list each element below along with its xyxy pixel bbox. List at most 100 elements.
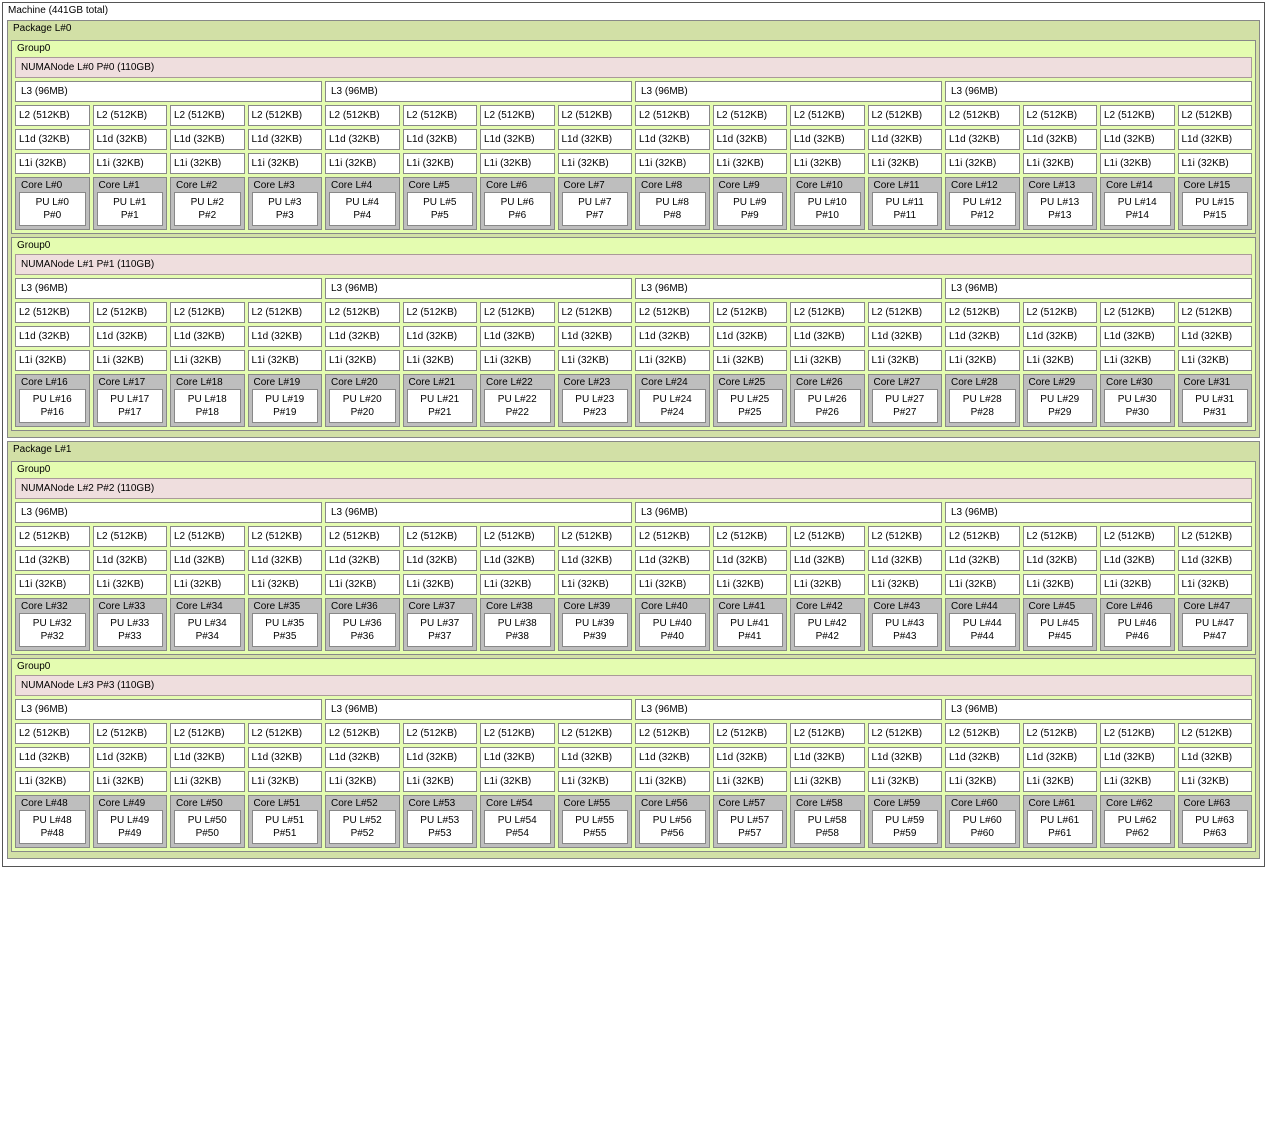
package-1-label: Package L#1 bbox=[13, 444, 71, 455]
l3-cache: L3 (96MB) bbox=[635, 81, 942, 102]
l3-cache: L3 (96MB) bbox=[325, 278, 632, 299]
pu-56: PU L#56P#56 bbox=[639, 810, 706, 844]
core-label: Core L#36 bbox=[331, 601, 378, 612]
core-row-1: Core L#16PU L#16P#16Core L#17PU L#17P#17… bbox=[15, 374, 1252, 427]
core-24: Core L#24PU L#24P#24 bbox=[635, 374, 710, 427]
core-label: Core L#55 bbox=[564, 798, 611, 809]
cache-cell: L1d (32KB) bbox=[945, 550, 1020, 571]
cache-cell: L2 (512KB) bbox=[325, 302, 400, 323]
core-43: Core L#43PU L#43P#43 bbox=[868, 598, 943, 651]
cache-cell: L1d (32KB) bbox=[1023, 129, 1098, 150]
cache-cell: L1d (32KB) bbox=[480, 129, 555, 150]
cache-cell: L2 (512KB) bbox=[1178, 526, 1253, 547]
l1d-row-2: L1d (32KB)L1d (32KB)L1d (32KB)L1d (32KB)… bbox=[15, 550, 1252, 571]
core-8: Core L#8PU L#8P#8 bbox=[635, 177, 710, 230]
core-label: Core L#11 bbox=[874, 180, 920, 191]
cache-cell: L1i (32KB) bbox=[635, 153, 710, 174]
cache-cell: L1i (32KB) bbox=[713, 574, 788, 595]
package-1: Package L#1 Group0 NUMANode L#2 P#2 (110… bbox=[7, 441, 1260, 859]
core-26: Core L#26PU L#26P#26 bbox=[790, 374, 865, 427]
cache-cell: L1i (32KB) bbox=[15, 153, 90, 174]
l2-row-2: L2 (512KB) L2 (512KB) L2 (512KB) L2 (512KB)… bbox=[15, 526, 1252, 547]
cache-cell: L2 (512KB) bbox=[325, 105, 400, 126]
core-22: Core L#22PU L#22P#22 bbox=[480, 374, 555, 427]
l3-cache: L3 (96MB) bbox=[635, 502, 942, 523]
core-39: Core L#39PU L#39P#39 bbox=[558, 598, 633, 651]
cache-cell: L1i (32KB) bbox=[1178, 574, 1253, 595]
cache-cell: L2 (512KB) bbox=[93, 526, 168, 547]
cache-cell: L1d (32KB) bbox=[170, 326, 245, 347]
cache-cell: L1d (32KB) bbox=[170, 747, 245, 768]
cache-cell: L1i (32KB) bbox=[1178, 153, 1253, 174]
core-14: Core L#14PU L#14P#14 bbox=[1100, 177, 1175, 230]
pu-5: PU L#5P#5 bbox=[407, 192, 474, 226]
core-label: Core L#46 bbox=[1106, 601, 1153, 612]
cache-cell: L1i (32KB) bbox=[15, 771, 90, 792]
cache-cell: L2 (512KB) bbox=[480, 105, 555, 126]
cache-cell: L2 (512KB) bbox=[325, 723, 400, 744]
core-label: Core L#24 bbox=[641, 377, 688, 388]
cache-cell: L1d (32KB) bbox=[868, 326, 943, 347]
cache-cell: L1i (32KB) bbox=[945, 350, 1020, 371]
cache-cell: L2 (512KB) bbox=[170, 302, 245, 323]
pu-50: PU L#50P#50 bbox=[174, 810, 241, 844]
cache-cell: L1d (32KB) bbox=[1100, 747, 1175, 768]
l3-row-3: L3 (96MB)L3 (96MB)L3 (96MB)L3 (96MB) bbox=[15, 699, 1252, 720]
pu-29: PU L#29P#29 bbox=[1027, 389, 1094, 423]
cache-cell: L2 (512KB) bbox=[558, 723, 633, 744]
pu-32: PU L#32P#32 bbox=[19, 613, 86, 647]
core-label: Core L#38 bbox=[486, 601, 533, 612]
cache-cell: L2 (512KB) bbox=[635, 302, 710, 323]
pu-16: PU L#16P#16 bbox=[19, 389, 86, 423]
machine-box: Machine (441GB total) Package L#0 Group0… bbox=[2, 2, 1265, 867]
cache-cell: L2 (512KB) bbox=[15, 302, 90, 323]
pu-8: PU L#8P#8 bbox=[639, 192, 706, 226]
pu-2: PU L#2P#2 bbox=[174, 192, 241, 226]
l3-cache: L3 (96MB) bbox=[635, 278, 942, 299]
core-label: Core L#54 bbox=[486, 798, 533, 809]
l1i-row-0: L1i (32KB)L1i (32KB)L1i (32KB)L1i (32KB)… bbox=[15, 153, 1252, 174]
core-48: Core L#48PU L#48P#48 bbox=[15, 795, 90, 848]
core-32: Core L#32PU L#32P#32 bbox=[15, 598, 90, 651]
pu-13: PU L#13P#13 bbox=[1027, 192, 1094, 226]
cache-cell: L1i (32KB) bbox=[868, 574, 943, 595]
l3-cache: L3 (96MB) bbox=[945, 699, 1252, 720]
core-label: Core L#35 bbox=[254, 601, 301, 612]
core-49: Core L#49PU L#49P#49 bbox=[93, 795, 168, 848]
cache-cell: L1d (32KB) bbox=[93, 550, 168, 571]
cache-cell: L2 (512KB) bbox=[170, 105, 245, 126]
core-53: Core L#53PU L#53P#53 bbox=[403, 795, 478, 848]
cache-cell: L2 (512KB) bbox=[635, 526, 710, 547]
cache-cell: L1d (32KB) bbox=[945, 129, 1020, 150]
group-1-0: Group0 NUMANode L#2 P#2 (110GB) L3 (96MB… bbox=[11, 461, 1256, 655]
package-0-label: Package L#0 bbox=[13, 23, 71, 34]
cache-cell: L1i (32KB) bbox=[170, 771, 245, 792]
cache-cell: L1d (32KB) bbox=[713, 550, 788, 571]
pu-44: PU L#44P#44 bbox=[949, 613, 1016, 647]
pu-54: PU L#54P#54 bbox=[484, 810, 551, 844]
cache-cell: L1d (32KB) bbox=[635, 129, 710, 150]
core-28: Core L#28PU L#28P#28 bbox=[945, 374, 1020, 427]
cache-cell: L1i (32KB) bbox=[403, 153, 478, 174]
cache-cell: L1i (32KB) bbox=[93, 153, 168, 174]
core-21: Core L#21PU L#21P#21 bbox=[403, 374, 478, 427]
cache-cell: L2 (512KB) bbox=[790, 723, 865, 744]
pu-62: PU L#62P#62 bbox=[1104, 810, 1171, 844]
pu-26: PU L#26P#26 bbox=[794, 389, 861, 423]
l1d-row-1: L1d (32KB)L1d (32KB)L1d (32KB)L1d (32KB)… bbox=[15, 326, 1252, 347]
pu-23: PU L#23P#23 bbox=[562, 389, 629, 423]
cache-cell: L1d (32KB) bbox=[403, 129, 478, 150]
cache-cell: L2 (512KB) bbox=[325, 526, 400, 547]
cache-cell: L1d (32KB) bbox=[868, 747, 943, 768]
cache-cell: L1i (32KB) bbox=[248, 350, 323, 371]
cache-cell: L1d (32KB) bbox=[480, 326, 555, 347]
cache-cell: L1d (32KB) bbox=[790, 550, 865, 571]
numa-2: NUMANode L#2 P#2 (110GB) bbox=[15, 478, 1252, 499]
core-label: Core L#10 bbox=[796, 180, 843, 191]
core-label: Core L#60 bbox=[951, 798, 998, 809]
l1i-row-1: L1i (32KB)L1i (32KB)L1i (32KB)L1i (32KB)… bbox=[15, 350, 1252, 371]
core-9: Core L#9PU L#9P#9 bbox=[713, 177, 788, 230]
pu-27: PU L#27P#27 bbox=[872, 389, 939, 423]
pu-20: PU L#20P#20 bbox=[329, 389, 396, 423]
cache-cell: L1i (32KB) bbox=[93, 574, 168, 595]
